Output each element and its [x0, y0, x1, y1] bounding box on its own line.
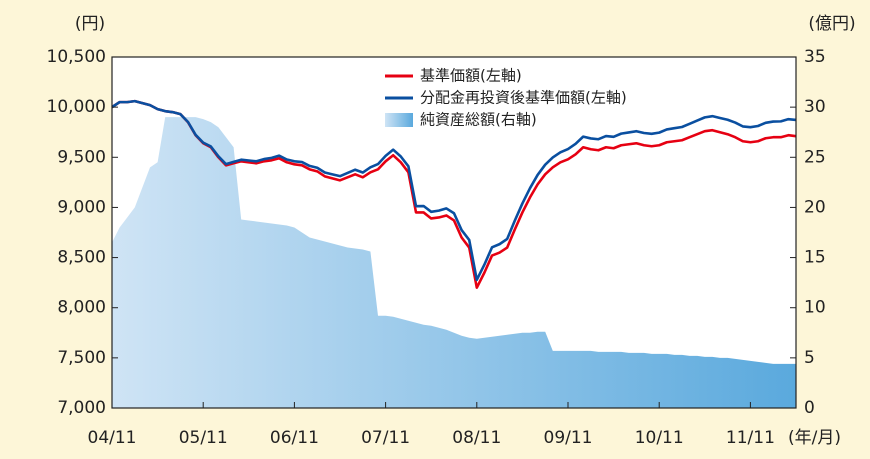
x-tick-label: 09/11 [544, 428, 593, 448]
x-tick-label: 11/11 [726, 428, 775, 448]
x-tick-label: 07/11 [361, 428, 410, 448]
legend-label: 純資産総額(右軸) [420, 111, 537, 129]
y-tick-label: 10,000 [47, 97, 106, 117]
legend-swatch [385, 113, 413, 127]
y2-tick-label: 25 [804, 147, 826, 167]
y-tick-label: 8,000 [57, 298, 106, 318]
x-tick-label: 05/11 [179, 428, 228, 448]
legend-label: 分配金再投資後基準価額(左軸) [420, 89, 627, 107]
y2-tick-label: 35 [804, 47, 826, 67]
y-tick-label: 7,500 [57, 348, 106, 368]
x-tick-label: 10/11 [635, 428, 684, 448]
y2-tick-label: 30 [804, 97, 826, 117]
plot-frame [111, 56, 797, 409]
legend-label: 基準価額(左軸) [420, 67, 522, 85]
y-tick-label: 10,500 [47, 47, 106, 67]
y2-tick-label: 0 [804, 398, 815, 418]
price-line [111, 99, 797, 282]
y-tick-label: 9,500 [57, 147, 106, 167]
y-tick-label: 9,000 [57, 197, 106, 217]
y-unit: (円) [75, 14, 105, 34]
y2-unit: (億円) [808, 14, 855, 34]
y-tick-label: 7,000 [57, 398, 106, 418]
y-tick-label: 8,500 [57, 248, 106, 268]
net-assets-area [112, 117, 796, 409]
y2-tick-label: 15 [804, 248, 826, 268]
y2-tick-label: 10 [804, 298, 826, 318]
x-tick-label: 04/11 [88, 428, 137, 448]
y2-tick-label: 20 [804, 197, 826, 217]
y2-tick-label: 5 [804, 348, 815, 368]
x-unit: (年/月) [788, 428, 841, 448]
x-tick-label: 06/11 [270, 428, 319, 448]
x-tick-label: 08/11 [452, 428, 501, 448]
